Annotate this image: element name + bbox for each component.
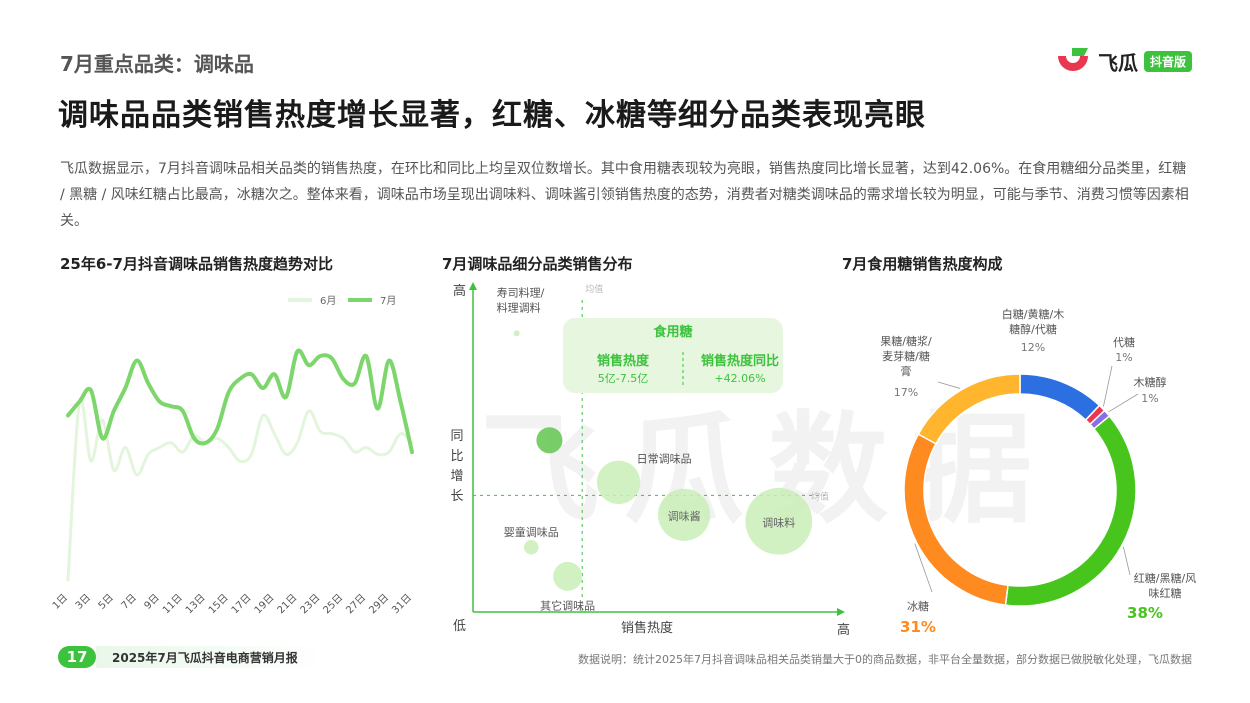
slice-value-label: 31% — [900, 618, 936, 636]
slice-label: 麦芽糖/糖 — [882, 349, 930, 363]
point-label: 日常调味品 — [637, 452, 692, 465]
page-headline: 调味品品类销售热度增长显著，红糖、冰糖等细分品类表现亮眼 — [58, 98, 926, 133]
slice-label: 味红糖 — [1149, 586, 1182, 600]
x-tick-label: 29日 — [367, 592, 391, 616]
footer-bar — [96, 646, 326, 668]
slice-value-label: 1% — [1115, 351, 1132, 364]
x-tick-label: 27日 — [344, 592, 368, 616]
y-axis-title-char: 比 — [450, 449, 463, 464]
mean-y-label: 均值 — [811, 490, 829, 502]
line-chart-title: 25年6-7月抖音调味品销售热度趋势对比 — [60, 255, 333, 273]
callout-value-2: +42.06% — [714, 372, 765, 385]
callout-key-2: 销售热度同比 — [701, 353, 779, 369]
slice-label: 冰糖 — [907, 599, 929, 613]
scatter-point — [596, 460, 641, 505]
x-high-label: 高 — [837, 622, 850, 638]
callout-value-1: 5亿-7.5亿 — [598, 372, 648, 385]
point-label: 调味酱 — [668, 509, 701, 523]
callout-key-1: 销售热度 — [597, 353, 650, 369]
scatter-point — [513, 330, 520, 337]
scatter-point — [745, 487, 813, 555]
y-high-label: 高 — [453, 283, 466, 299]
x-tick-label: 19日 — [253, 592, 277, 616]
y-axis-title-char: 增 — [450, 469, 463, 484]
y-axis-title-char: 长 — [450, 489, 463, 504]
slice-label: 红糖/黑糖/风 — [1134, 571, 1196, 585]
legend-label-june: 6月 — [320, 295, 336, 307]
x-axis-title: 销售热度 — [621, 620, 673, 636]
brand-badge: 抖音版 — [1143, 50, 1192, 72]
scatter-chart-title: 7月调味品细分品类销售分布 — [442, 255, 633, 273]
slice-label: 代糖 — [1113, 335, 1135, 349]
x-tick-label: 31日 — [390, 592, 414, 616]
x-tick-label: 9日 — [142, 592, 161, 611]
x-tick-label: 1日 — [51, 592, 70, 611]
scatter-point — [523, 539, 539, 555]
summary-paragraph: 飞瓜数据显示，7月抖音调味品相关品类的销售热度，在环比和同比上均呈双位数增长。其… — [60, 161, 1189, 229]
melon-logo-icon — [1057, 48, 1088, 71]
leader-line — [914, 543, 933, 593]
report-name: 2025年7月飞瓜抖音电商营销月报 — [112, 651, 298, 665]
scatter-point — [536, 427, 563, 454]
brand-logo: 飞瓜 抖音版 — [1054, 44, 1192, 78]
slice-value-label: 17% — [894, 386, 918, 399]
x-low-label: 低 — [453, 619, 466, 634]
x-axis-arrow-icon — [837, 608, 845, 616]
donut-slice — [1004, 415, 1137, 607]
data-note: 数据说明：统计2025年7月抖音调味品相关品类销量大于0的商品数据，非平台全量数… — [578, 653, 1192, 666]
slice-label: 木糖醇 — [1134, 375, 1167, 389]
x-tick-label: 11日 — [161, 592, 185, 616]
line-chart: 6月 7月 1日 3日 5日 7日 9日 11日 13日 15日 17日 19日 21日 23日 25日… — [51, 295, 414, 616]
sugar-callout-box — [563, 318, 783, 393]
leader-line — [1103, 365, 1113, 407]
slice-label: 膏 — [901, 364, 912, 378]
page-number: 17 — [58, 646, 96, 668]
x-tick-label: 13日 — [184, 592, 208, 616]
scatter-point — [553, 561, 583, 591]
series-line-july — [66, 348, 414, 454]
slice-label: 糖醇/代糖 — [1009, 322, 1057, 336]
x-tick-label: 23日 — [299, 592, 323, 616]
leader-line — [1123, 546, 1131, 576]
x-tick-label: 7日 — [120, 592, 139, 611]
y-axis-title-char: 同 — [450, 429, 463, 444]
x-tick-label: 21日 — [276, 592, 300, 616]
slice-value-label: 38% — [1127, 604, 1163, 622]
point-label: 婴童调味品 — [504, 525, 559, 539]
leader-line — [937, 381, 961, 389]
donut-chart-title: 7月食用糖销售热度构成 — [842, 255, 1003, 273]
y-axis-title: 同比增长 — [450, 429, 463, 504]
slice-value-label: 12% — [1021, 341, 1045, 354]
callout-title: 食用糖 — [653, 324, 692, 340]
legend-label-july: 7月 — [380, 295, 396, 307]
scatter-point — [658, 488, 711, 541]
line-legend: 6月 7月 — [288, 295, 396, 307]
point-label: 调味料 — [762, 515, 795, 529]
point-label: 寿司料理/ — [497, 285, 545, 299]
slice-label: 果糖/糖浆/ — [880, 334, 932, 348]
leader-line — [1108, 393, 1139, 413]
slice-value-label: 1% — [1141, 392, 1158, 405]
brand-name: 飞瓜 — [1097, 50, 1138, 75]
slice-label: 白糖/黄糖/木 — [1002, 307, 1064, 321]
x-tick-label: 15日 — [207, 592, 231, 616]
x-tick-label: 25日 — [321, 592, 345, 616]
donut-slice — [903, 433, 1009, 606]
y-axis-arrow-icon — [469, 282, 477, 290]
point-label: 料理调料 — [497, 300, 541, 314]
donut-slice — [917, 373, 1021, 445]
point-label: 其它调味品 — [540, 598, 595, 612]
mean-x-label: 均值 — [585, 283, 603, 295]
donut-slice — [1019, 373, 1101, 422]
section-kicker: 7月重点品类：调味品 — [60, 52, 254, 76]
series-line-june — [66, 397, 414, 582]
x-tick-label: 5日 — [97, 592, 116, 611]
x-tick-label: 3日 — [74, 592, 93, 611]
x-tick-label: 17日 — [230, 592, 254, 616]
